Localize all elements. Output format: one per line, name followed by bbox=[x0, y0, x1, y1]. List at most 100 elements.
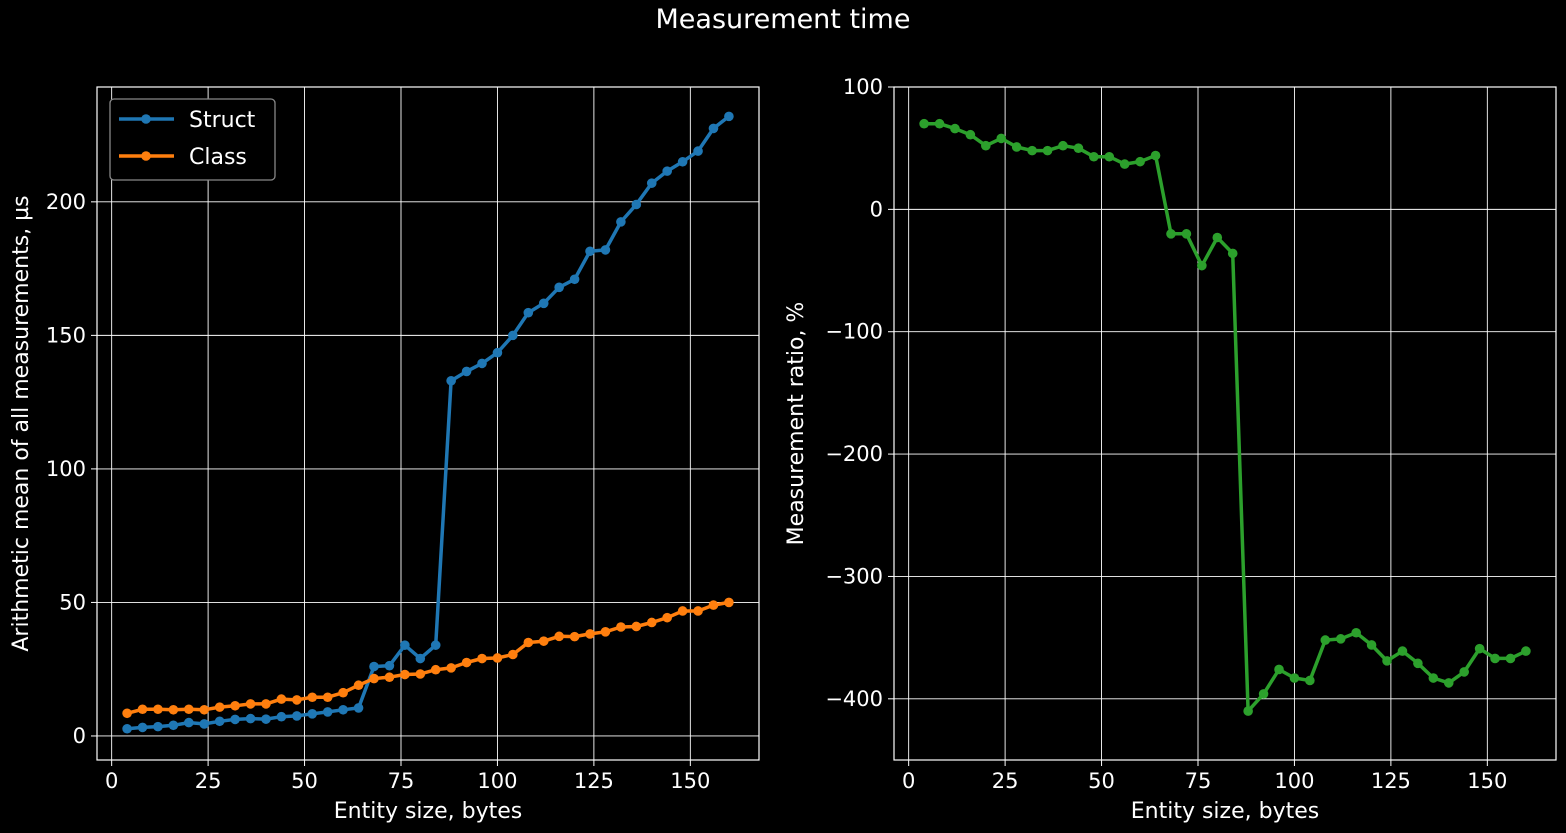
data-point bbox=[569, 631, 580, 642]
x-tick-label: 75 bbox=[388, 769, 415, 793]
y-axis-label: Measurement ratio, % bbox=[784, 302, 809, 546]
data-point bbox=[1227, 248, 1238, 259]
data-point bbox=[646, 617, 657, 628]
legend: Struct Class bbox=[109, 98, 276, 181]
data-point bbox=[292, 711, 302, 721]
x-tick-label: 150 bbox=[1467, 769, 1507, 793]
data-point bbox=[461, 366, 472, 377]
data-point bbox=[965, 129, 976, 140]
data-point bbox=[662, 166, 672, 176]
x-tick-label: 100 bbox=[1274, 769, 1314, 793]
data-point bbox=[384, 660, 395, 671]
data-point bbox=[261, 714, 271, 724]
data-point bbox=[353, 703, 364, 713]
x-tick-label: 100 bbox=[477, 769, 517, 793]
data-point bbox=[307, 692, 318, 703]
data-point bbox=[322, 692, 333, 703]
data-point bbox=[662, 612, 672, 623]
chart-mean-time: 0 25 50 75 100 125 150 0 50 100 150 200 Entity size,… bbox=[9, 86, 760, 824]
data-point bbox=[1397, 646, 1408, 656]
data-point bbox=[1505, 653, 1516, 664]
x-tick-label: 75 bbox=[1185, 769, 1212, 793]
data-point bbox=[1428, 673, 1439, 683]
data-point bbox=[1243, 706, 1253, 716]
data-point bbox=[693, 606, 703, 616]
data-point bbox=[1042, 145, 1053, 156]
data-point bbox=[184, 704, 194, 715]
data-point bbox=[1366, 640, 1377, 650]
x-tick-label: 25 bbox=[992, 769, 1019, 793]
data-point bbox=[322, 707, 333, 717]
data-point bbox=[1104, 151, 1115, 162]
data-point bbox=[400, 640, 410, 650]
data-point bbox=[1135, 156, 1145, 167]
data-point bbox=[1258, 689, 1269, 699]
x-tick-label: 125 bbox=[574, 769, 614, 793]
data-point bbox=[523, 637, 534, 648]
data-point bbox=[276, 694, 287, 704]
data-point bbox=[600, 627, 611, 637]
data-point bbox=[292, 695, 302, 705]
data-point bbox=[585, 246, 595, 257]
data-point bbox=[1197, 260, 1207, 271]
data-point bbox=[1474, 643, 1485, 654]
data-point bbox=[199, 704, 210, 715]
chart-ratio: 0 25 50 75 100 125 150 −400 −300 −200 −100 0 100 Enti… bbox=[784, 75, 1557, 824]
data-point bbox=[693, 146, 703, 156]
data-point bbox=[1351, 627, 1361, 638]
data-point bbox=[950, 123, 960, 134]
data-point bbox=[708, 600, 719, 610]
data-point bbox=[1089, 151, 1099, 162]
data-point bbox=[245, 713, 256, 724]
data-point bbox=[384, 672, 395, 683]
axes-frame bbox=[96, 86, 760, 761]
data-point bbox=[1027, 145, 1037, 156]
data-point bbox=[492, 653, 503, 663]
data-point bbox=[446, 663, 456, 673]
data-point bbox=[430, 640, 441, 650]
y-tick-label: 200 bbox=[46, 190, 86, 214]
series-ratio bbox=[919, 118, 1531, 716]
data-point bbox=[461, 657, 472, 668]
legend-label: Class bbox=[189, 145, 247, 170]
data-point bbox=[446, 375, 456, 386]
data-point bbox=[137, 722, 148, 733]
x-tick-label: 0 bbox=[105, 769, 118, 793]
data-point bbox=[1166, 229, 1176, 239]
x-tick-label: 125 bbox=[1371, 769, 1411, 793]
data-point bbox=[1305, 675, 1315, 686]
y-tick-label: 0 bbox=[73, 724, 86, 748]
data-point bbox=[477, 653, 487, 664]
data-point bbox=[708, 123, 719, 134]
legend-item-struct: Struct bbox=[119, 108, 256, 133]
data-point bbox=[214, 702, 225, 712]
data-point bbox=[245, 699, 256, 709]
data-point bbox=[153, 721, 163, 732]
data-point bbox=[1289, 673, 1300, 683]
data-point bbox=[724, 597, 734, 608]
data-point bbox=[677, 606, 688, 616]
data-point bbox=[600, 245, 611, 255]
data-point bbox=[492, 347, 503, 358]
x-axis-label: Entity size, bytes bbox=[334, 799, 522, 824]
data-point bbox=[1212, 232, 1223, 243]
data-point bbox=[415, 669, 426, 679]
data-point bbox=[1490, 653, 1500, 664]
x-tick-label: 50 bbox=[291, 769, 318, 793]
data-point bbox=[538, 636, 549, 646]
data-point bbox=[538, 298, 549, 309]
y-tick-label: 50 bbox=[59, 590, 86, 614]
axes-frame bbox=[893, 86, 1557, 761]
legend-label: Struct bbox=[189, 108, 256, 133]
data-point bbox=[981, 140, 991, 151]
data-point bbox=[1459, 667, 1469, 677]
y-axis-label: Arithmetic mean of all measurements, µs bbox=[9, 195, 34, 651]
data-point bbox=[415, 653, 426, 664]
series-class bbox=[122, 597, 734, 719]
y-tick-label: 100 bbox=[46, 457, 86, 481]
data-point bbox=[214, 716, 225, 727]
y-tick-label: 0 bbox=[870, 197, 883, 221]
data-point bbox=[184, 717, 194, 728]
data-point bbox=[122, 708, 132, 719]
